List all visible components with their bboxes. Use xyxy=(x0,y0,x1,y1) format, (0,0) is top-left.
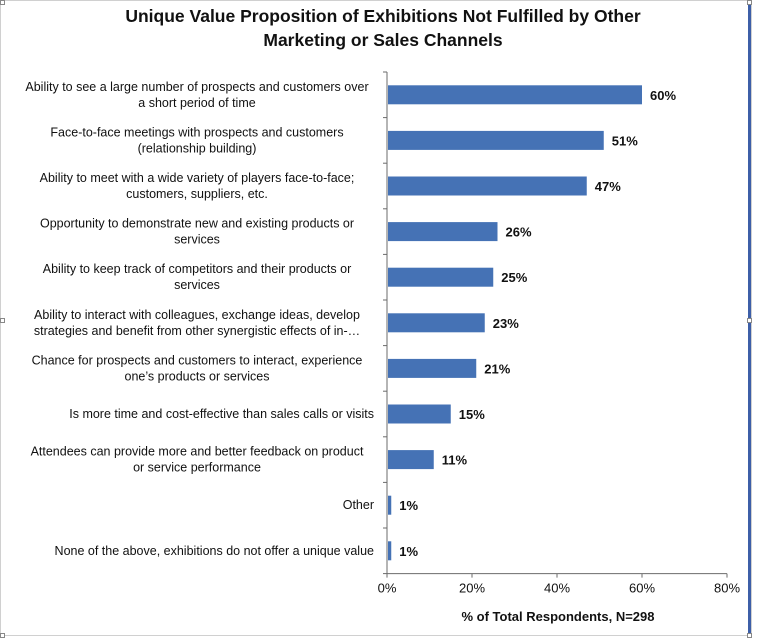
bars xyxy=(388,85,642,561)
category-label: None of the above, exhibitions do not of… xyxy=(55,544,374,558)
bar xyxy=(388,222,498,242)
bar-value-label: 60% xyxy=(650,88,676,103)
category-label: Ability to see a large number of prospec… xyxy=(25,80,368,94)
x-tick-label: 0% xyxy=(378,581,397,596)
bar-value-label: 23% xyxy=(493,316,519,331)
bar-value-label: 1% xyxy=(399,544,418,559)
category-label: Ability to meet with a wide variety of p… xyxy=(40,171,355,185)
bar xyxy=(388,313,485,333)
x-tick-label: 80% xyxy=(714,581,740,596)
category-label: services xyxy=(174,233,220,247)
bar xyxy=(388,541,392,561)
category-label: Ability to keep track of competitors and… xyxy=(43,262,351,276)
bar xyxy=(388,267,494,287)
category-label: strategies and benefit from other synerg… xyxy=(34,324,360,338)
category-label: a short period of time xyxy=(138,96,255,110)
category-label: Ability to interact with colleagues, exc… xyxy=(34,308,360,322)
resize-handle-bottom-left[interactable] xyxy=(0,633,5,638)
x-tick-label: 60% xyxy=(629,581,655,596)
bar xyxy=(388,495,392,515)
bar-value-label: 47% xyxy=(595,179,621,194)
bar-value-label: 11% xyxy=(442,453,468,468)
bar-value-label: 15% xyxy=(459,407,485,422)
axes: 0% 20% 40% 60% 80% xyxy=(378,71,740,596)
category-labels: Ability to see a large number of prospec… xyxy=(25,80,374,558)
bar-value-label: 26% xyxy=(506,225,532,240)
category-label: customers, suppliers, etc. xyxy=(126,187,268,201)
chart-title: Unique Value Proposition of Exhibitions … xyxy=(125,6,640,50)
bar-value-label: 25% xyxy=(501,270,527,285)
bar-value-label: 51% xyxy=(612,133,638,148)
category-label: Other xyxy=(343,498,374,512)
category-label: Chance for prospects and customers to in… xyxy=(32,353,363,367)
bar xyxy=(388,404,451,424)
category-label: Attendees can provide more and better fe… xyxy=(31,445,364,459)
category-label: Opportunity to demonstrate new and exist… xyxy=(40,217,354,231)
bar xyxy=(388,85,642,105)
resize-handle-mid-right[interactable] xyxy=(747,318,752,323)
bar-value-label: 21% xyxy=(484,361,510,376)
bar xyxy=(388,176,587,196)
resize-handle-mid-left[interactable] xyxy=(0,318,5,323)
bar xyxy=(388,130,604,150)
category-label: one’s products or services xyxy=(125,369,270,383)
resize-handle-top-left[interactable] xyxy=(0,0,5,5)
bar xyxy=(388,358,477,378)
chart-title-line: Unique Value Proposition of Exhibitions … xyxy=(125,6,640,26)
category-label: services xyxy=(174,278,220,292)
x-tick-label: 40% xyxy=(544,581,570,596)
category-label: Is more time and cost-effective than sal… xyxy=(69,407,374,421)
chart-title-line: Marketing or Sales Channels xyxy=(263,30,503,50)
value-labels: 60% 51% 47% 26% 25% 23% 21% 15% 11% 1% 1% xyxy=(399,88,676,559)
x-tick-label: 20% xyxy=(459,581,485,596)
bar-value-label: 1% xyxy=(399,498,418,513)
bar xyxy=(388,450,434,470)
category-label: Face-to-face meetings with prospects and… xyxy=(50,125,343,139)
category-label: (relationship building) xyxy=(138,141,257,155)
category-label: or service performance xyxy=(133,461,261,475)
resize-handle-top-right[interactable] xyxy=(747,0,752,5)
resize-handle-bottom-right[interactable] xyxy=(747,633,752,638)
x-axis-title: % of Total Respondents, N=298 xyxy=(462,609,655,624)
